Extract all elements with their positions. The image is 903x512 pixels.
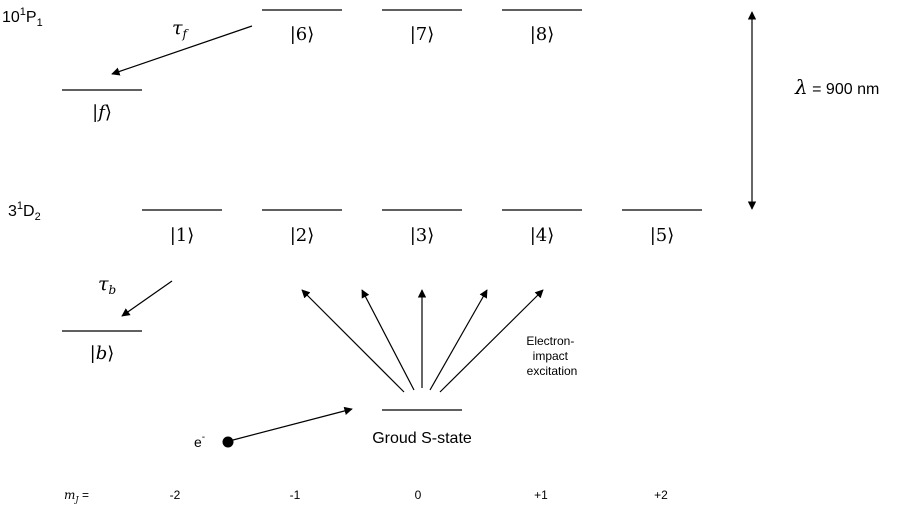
excitation-arrow-5 [439,289,544,393]
decay-arrow-f [111,25,253,76]
tau-b-label: τb [98,273,116,297]
mj-value: -2 [170,488,181,502]
mj-value: -1 [290,488,301,502]
excitation-arrow-2 [301,289,405,393]
mj-label: mJ = [64,488,89,504]
excitation-arrow-4 [429,289,488,391]
state-label-6: |6⟩ [290,24,315,45]
state-label-5: |5⟩ [650,225,675,246]
state-label-7: |7⟩ [410,24,435,45]
state-label-3: |3⟩ [410,225,435,246]
electron-dot [222,436,234,448]
tau-f-label: τf [172,17,190,41]
electron-arrow [232,406,353,441]
wavelength-label: λ = 900 nm [794,75,879,99]
term-label-upper: 101P1 [2,6,43,29]
state-label-4: |4⟩ [530,225,555,246]
term-label-lower: 31D2 [8,200,41,223]
state-label-1: |1⟩ [170,225,195,246]
state-label-2: |2⟩ [290,225,315,246]
electron-label: e- [194,432,205,450]
state-label-f: |f⟩ [92,102,112,123]
mj-value: +1 [534,488,548,502]
state-label-b: |b⟩ [90,343,115,364]
decay-arrow-b [121,280,173,317]
mj-value: 0 [415,488,422,502]
state-label-8: |8⟩ [530,24,555,45]
excitation-arrow-3 [361,289,415,391]
mj-value: +2 [654,488,668,502]
excitation-label: Electron- impact excitation [526,334,577,378]
ground-state-label: Groud S-state [372,430,472,447]
